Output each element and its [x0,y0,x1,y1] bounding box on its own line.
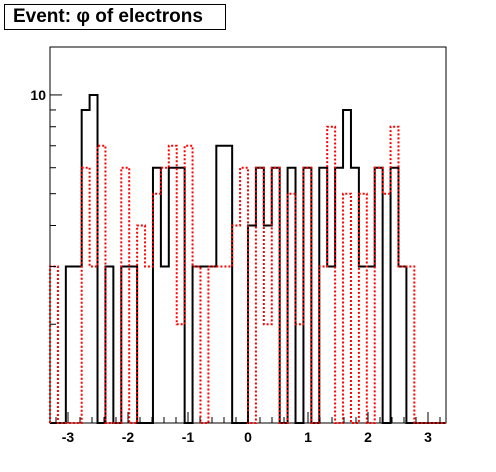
series-0-bin-7 [105,266,113,423]
series-1-bin-0 [50,266,58,423]
series-1-bin-44 [398,266,406,423]
series-1-bin-45 [406,266,414,423]
x-tick-label: -2 [122,429,135,445]
series-1-bin-41 [375,168,383,423]
series-1-bin-21 [216,266,224,423]
series-1-bin-18 [193,266,201,423]
series-1-bin-34 [319,266,327,423]
series-0-bin-40 [367,266,375,423]
series-1-bin-4 [82,168,90,423]
series-1-bin-20 [208,266,216,423]
series-1-bin-28 [272,168,280,423]
series-1-bin-5 [90,266,98,423]
series-1-bin-26 [256,168,264,423]
series-0-bin-36 [335,168,343,423]
series-1-bin-16 [177,324,185,423]
series-1-bin-35 [327,127,335,423]
series-0-bin-2 [66,266,74,423]
series-1-bin-22 [224,266,232,423]
x-tick-label: -3 [62,429,75,445]
x-tick-label: 1 [304,429,312,445]
series-1-bin-27 [264,324,272,423]
series-1-bin-23 [232,225,240,423]
series-1-bin-13 [153,194,161,423]
series-1-bin-15 [169,146,177,423]
y-tick-label: 10 [30,87,46,103]
series-1 [49,125,446,424]
series-1-bin-9 [121,168,129,423]
series-1-outline [49,125,446,424]
series-1-bin-30 [288,194,296,423]
series-1-bin-6 [98,146,106,423]
series-1-bin-31 [296,324,304,423]
series-1-bin-32 [303,168,311,423]
series-1-bin-11 [137,225,145,423]
series-1-bin-37 [343,194,351,423]
series-1-bin-12 [145,266,153,423]
x-tick-label: 0 [244,429,252,445]
series-0-bin-38 [351,168,359,423]
series-1-bin-43 [391,127,399,423]
series-1-bin-14 [161,168,169,423]
series-1-bin-24 [240,168,248,423]
x-tick-label: -1 [182,429,195,445]
series-0-bin-3 [74,266,82,423]
x-tick-label: 3 [424,429,432,445]
series-0-bin-10 [129,266,137,423]
series-layer [49,93,446,424]
series-1-bin-42 [383,194,391,423]
series-0-bin-19 [200,266,208,423]
axis-layer: -3 -2 -1 0 1 2 3 10 [30,87,441,445]
series-0-bin-25 [248,225,256,423]
chart-title: Event: φ of electrons [4,4,226,30]
x-tick-label: 2 [364,429,372,445]
series-1-bin-39 [359,194,367,423]
series-1-bin-17 [185,146,193,423]
